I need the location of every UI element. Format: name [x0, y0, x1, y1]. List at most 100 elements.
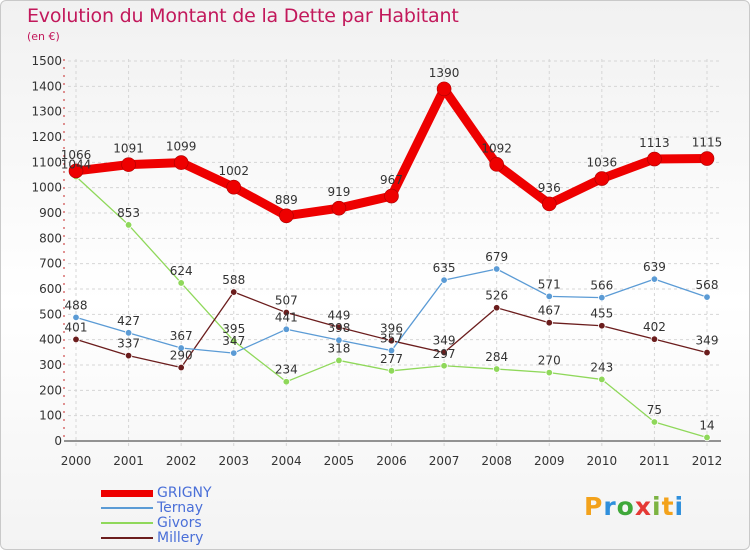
- data-label: 349: [696, 334, 719, 348]
- data-point: [598, 322, 606, 330]
- data-point: [545, 368, 553, 377]
- data-point: [703, 293, 711, 301]
- data-point: [647, 151, 662, 167]
- data-label: 1002: [218, 164, 249, 178]
- y-tick-label: 1300: [31, 105, 62, 119]
- x-tick-label: 2008: [481, 454, 512, 468]
- data-label: 284: [485, 350, 508, 364]
- data-label: 889: [275, 193, 298, 207]
- data-point: [440, 362, 448, 370]
- data-label: 1066: [61, 148, 92, 162]
- x-tick-label: 2001: [113, 454, 144, 468]
- legend-item-millery[interactable]: Millery: [101, 530, 203, 546]
- data-label: 635: [433, 261, 456, 275]
- data-label: 1091: [113, 142, 144, 156]
- data-label: 297: [433, 347, 456, 361]
- data-point: [72, 335, 80, 344]
- data-point: [68, 163, 84, 179]
- data-point: [226, 179, 242, 195]
- data-point: [650, 275, 659, 283]
- data-point: [177, 279, 185, 287]
- data-point: [492, 304, 501, 312]
- y-tick-label: 500: [39, 307, 62, 321]
- proxiti-logo: Proxiti: [584, 492, 684, 521]
- data-label: 1099: [166, 140, 197, 154]
- data-point: [703, 348, 711, 357]
- data-point: [335, 336, 343, 344]
- legend-swatch-givors: [101, 522, 153, 524]
- x-tick-label: 2012: [692, 454, 723, 468]
- data-label: 455: [590, 307, 613, 321]
- legend-item-grigny[interactable]: GRIGNY: [101, 485, 212, 501]
- grid-layer: [68, 59, 721, 446]
- data-point: [335, 323, 343, 331]
- y-tick-label: 900: [39, 206, 62, 220]
- data-label: 357: [380, 332, 403, 346]
- x-tick-label: 2009: [534, 454, 565, 468]
- data-point: [124, 221, 133, 229]
- data-label: 571: [538, 277, 561, 291]
- data-point: [598, 293, 606, 302]
- data-point: [703, 433, 711, 442]
- logo-letter: o: [616, 492, 635, 521]
- axis-layer: 0 100 200 300 400 500 600 700 800 900 1000 1100 1200…: [31, 54, 722, 468]
- legend-label: Givors: [157, 515, 202, 531]
- data-label: 401: [65, 320, 88, 334]
- data-label: 402: [643, 320, 666, 334]
- data-label: 1044: [61, 158, 92, 172]
- y-tick-label: 1000: [31, 181, 62, 195]
- data-point: [335, 356, 343, 365]
- y-tick-label: 400: [39, 333, 62, 347]
- data-label: 395: [222, 322, 245, 336]
- x-tick-label: 2007: [429, 454, 460, 468]
- data-point: [177, 344, 185, 352]
- data-label: 526: [485, 289, 508, 303]
- series-ternay: [72, 265, 711, 357]
- data-label: 398: [327, 321, 350, 335]
- data-point: [440, 276, 448, 284]
- legend-item-ternay[interactable]: Ternay: [101, 500, 203, 516]
- logo-letter: P: [584, 492, 604, 521]
- data-label-layer: 1044 853 624 395 234 318 277 297 284 270 243 75 14 40…: [61, 66, 723, 433]
- data-label: 367: [170, 329, 193, 343]
- chart-unit-label: (en €): [27, 30, 60, 43]
- data-label: 1390: [429, 66, 460, 80]
- legend-item-givors[interactable]: Givors: [101, 515, 202, 531]
- data-point: [650, 335, 659, 343]
- data-label: 337: [117, 337, 140, 351]
- series-millery: [72, 288, 711, 372]
- logo-letter: t: [661, 492, 675, 521]
- data-label: 588: [222, 273, 245, 287]
- y-tick-label: 1400: [31, 79, 62, 93]
- data-label: 277: [380, 352, 403, 366]
- legend-swatch-grigny: [101, 489, 153, 497]
- y-tick-label: 800: [39, 231, 62, 245]
- data-point: [650, 418, 659, 426]
- data-label: 290: [170, 349, 193, 363]
- x-tick-label: 2003: [218, 454, 249, 468]
- data-point: [282, 325, 291, 333]
- data-label: 347: [222, 334, 245, 348]
- y-tick-label: 1500: [31, 54, 62, 68]
- x-tick-label: 2006: [376, 454, 407, 468]
- data-point: [282, 308, 291, 317]
- data-point: [230, 288, 238, 296]
- data-point: [121, 157, 136, 172]
- data-point: [72, 313, 80, 322]
- data-point: [545, 318, 553, 327]
- data-point: [545, 292, 553, 301]
- y-tick-label: 1200: [31, 130, 62, 144]
- logo-letter: x: [634, 492, 652, 521]
- x-tick-label: 2004: [271, 454, 302, 468]
- data-label: 270: [538, 354, 561, 368]
- data-label: 349: [433, 334, 456, 348]
- x-tick-label: 2002: [166, 454, 197, 468]
- data-point: [541, 196, 557, 212]
- data-label: 853: [117, 206, 140, 220]
- data-point: [598, 375, 606, 384]
- data-point: [230, 337, 238, 345]
- y-tick-label: 1100: [31, 155, 62, 169]
- x-tick-label: 2011: [639, 454, 670, 468]
- data-point: [282, 378, 291, 386]
